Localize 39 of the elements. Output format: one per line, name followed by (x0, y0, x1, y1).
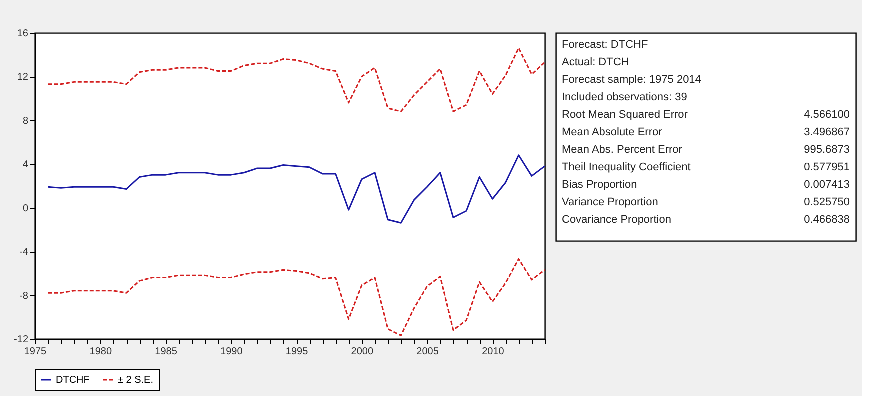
text: Forecast sample: 1975 2014 (562, 74, 702, 86)
x-tick-label: 1980 (90, 346, 112, 358)
text: Covariance Proportion (562, 214, 672, 226)
legend-label: DTCHF (56, 375, 90, 386)
line-series (47, 48, 546, 112)
y-tick-label: 8 (22, 116, 29, 127)
x-tick-label: 2000 (351, 346, 374, 358)
y-tick-label: 0 (22, 203, 29, 214)
line-series (47, 154, 546, 224)
text: Variance Proportion (562, 196, 658, 208)
text: 0.577951 (804, 162, 850, 174)
x-tick-label: 1985 (155, 346, 178, 358)
text: Bias Proportion (562, 179, 638, 191)
y-tick-label: 4 (22, 160, 29, 171)
text: Included observations: 39 (562, 92, 688, 104)
x-tick-label: 1975 (24, 346, 48, 358)
y-tick-label: 16 (17, 28, 29, 40)
x-tick-label: 2010 (482, 346, 505, 358)
text: Theil Inequality Coefficient (562, 162, 691, 174)
line-series (47, 258, 546, 336)
text: Root Mean Squared Error (562, 109, 688, 121)
legend-label: ± 2 S.E. (118, 375, 154, 386)
y-tick-label: -4 (20, 247, 29, 258)
text: 0.525750 (804, 196, 850, 208)
text: 0.466838 (804, 214, 850, 226)
text: 995.6873 (804, 144, 850, 156)
x-tick-label: 2005 (416, 346, 440, 358)
text: Mean Absolute Error (562, 126, 663, 138)
text: 3.496867 (804, 126, 850, 138)
x-tick-label: 1995 (286, 346, 309, 358)
y-tick-label: 12 (17, 72, 29, 84)
y-tick-label: -12 (14, 334, 29, 346)
text: Actual: DTCH (562, 56, 630, 68)
text: 4.566100 (804, 109, 850, 121)
x-tick-label: 1990 (220, 346, 244, 358)
y-tick-label: -8 (20, 290, 29, 302)
text: Mean Abs. Percent Error (562, 144, 683, 156)
text: 0.007413 (804, 179, 850, 191)
text: Forecast: DTCHF (562, 39, 648, 51)
